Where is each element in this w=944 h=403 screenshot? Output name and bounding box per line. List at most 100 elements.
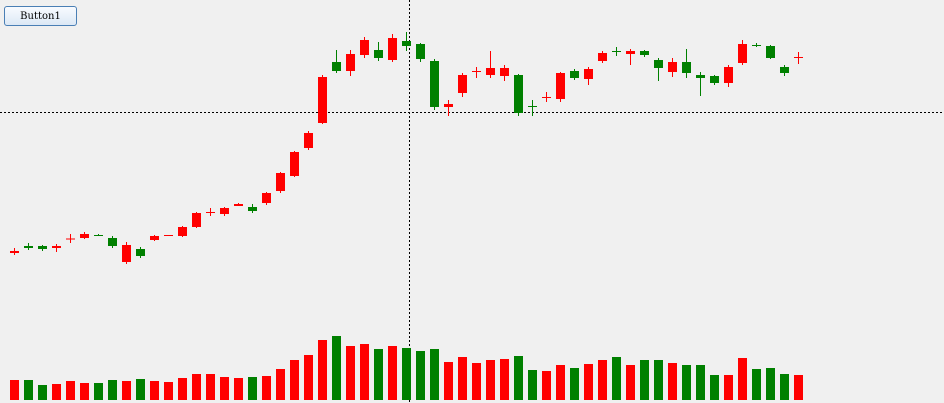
candle-body [346, 54, 355, 71]
volume-bar [626, 365, 635, 400]
volume-bar [556, 365, 565, 400]
candle-body [108, 238, 117, 246]
candle-body [304, 133, 313, 148]
candle-body [374, 50, 383, 58]
volume-bar [80, 383, 89, 400]
candle-body [80, 234, 89, 238]
candle-body [402, 41, 411, 46]
button[interactable]: Button1 [4, 6, 77, 26]
candle-body [220, 208, 229, 214]
candle-body [612, 51, 621, 52]
candle-body [150, 236, 159, 240]
candle-body [206, 212, 215, 213]
volume-bar [472, 363, 481, 400]
candle-body [430, 61, 439, 107]
volume-bar [52, 384, 61, 400]
volume-bar [500, 359, 509, 400]
volume-bar [766, 368, 775, 400]
volume-bar [528, 370, 537, 400]
volume-bar [794, 375, 803, 400]
candle-body [164, 235, 173, 236]
candle-body [472, 71, 481, 72]
volume-bar [640, 360, 649, 400]
candle-body [360, 40, 369, 55]
candle-body [696, 75, 705, 78]
candle-body [332, 62, 341, 71]
volume-bar [584, 364, 593, 400]
candle-body [556, 73, 565, 99]
candle-body [766, 46, 775, 58]
candle-body [458, 75, 467, 93]
candle-body [724, 67, 733, 83]
volume-bar [206, 374, 215, 400]
volume-bar [262, 376, 271, 400]
volume-bar [444, 362, 453, 400]
volume-bar [752, 369, 761, 400]
volume-bar [108, 380, 117, 400]
candle-body [24, 246, 33, 248]
volume-bar [416, 351, 425, 400]
candle-body [234, 204, 243, 206]
volume-bar [136, 379, 145, 400]
volume-bar [724, 375, 733, 400]
candle-body [584, 69, 593, 79]
volume-bar [94, 383, 103, 400]
candle-body [66, 238, 75, 240]
volume-bar [486, 360, 495, 400]
volume-bar [178, 378, 187, 400]
candle-body [640, 51, 649, 55]
volume-bar [682, 365, 691, 400]
candle-body [514, 75, 523, 113]
candle-body [682, 62, 691, 73]
volume-bar [304, 355, 313, 400]
candle-body [122, 245, 131, 262]
candle-body [262, 193, 271, 203]
volume-bar [668, 363, 677, 400]
candle-body [136, 249, 145, 256]
candle-body [668, 62, 677, 72]
volume-bar [220, 377, 229, 400]
volume-bar [738, 358, 747, 400]
candle-body [654, 60, 663, 68]
candle-body [598, 53, 607, 61]
candle-body [52, 246, 61, 248]
candle-body [38, 246, 47, 249]
volume-bar [248, 377, 257, 400]
volume-bar [696, 365, 705, 400]
candle-body [94, 235, 103, 236]
volume-bar [388, 346, 397, 400]
volume-bar [164, 382, 173, 400]
candle-body [486, 68, 495, 75]
candle-body [542, 97, 551, 98]
candle-body [444, 104, 453, 107]
volume-bar [598, 360, 607, 400]
volume-bar [192, 374, 201, 400]
candle-body [794, 57, 803, 58]
volume-bar [542, 371, 551, 400]
volume-bar [318, 340, 327, 400]
volume-bar [430, 349, 439, 400]
volume-bar [710, 375, 719, 400]
candle-body [388, 38, 397, 60]
volume-bar [374, 349, 383, 400]
candle-body [500, 68, 509, 76]
volume-bar [654, 360, 663, 400]
volume-bar [276, 369, 285, 400]
candle-body [416, 44, 425, 59]
candle-body [10, 251, 19, 253]
candle-body [318, 77, 327, 123]
volume-bar [66, 381, 75, 400]
volume-bar [10, 380, 19, 400]
volume-bar [612, 357, 621, 400]
candle-body [780, 67, 789, 73]
volume-bar [38, 385, 47, 400]
volume-bar [24, 380, 33, 400]
candle-body [528, 106, 537, 107]
volume-bar [780, 374, 789, 400]
volume-bar [122, 381, 131, 400]
volume-bar [570, 368, 579, 400]
volume-bar [514, 356, 523, 400]
volume-bar [346, 346, 355, 400]
